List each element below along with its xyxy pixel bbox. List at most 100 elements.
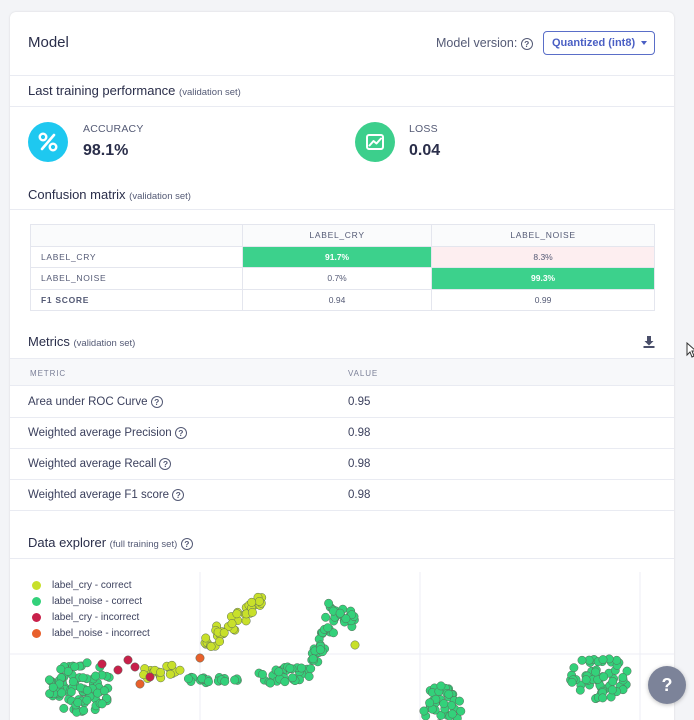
data-point[interactable] [258, 669, 267, 679]
data-point[interactable] [227, 619, 237, 629]
data-point[interactable] [456, 706, 466, 716]
data-point[interactable] [324, 598, 334, 608]
data-point[interactable] [622, 666, 632, 676]
data-point[interactable] [329, 628, 338, 638]
data-point[interactable] [254, 596, 264, 606]
data-point[interactable] [201, 633, 211, 643]
performance-subtitle: (validation set) [179, 87, 241, 98]
data-point[interactable] [599, 672, 609, 682]
data-point[interactable] [575, 685, 585, 695]
data-point[interactable] [56, 664, 66, 674]
data-point[interactable] [569, 663, 579, 673]
help-circle-icon[interactable]: ? [150, 396, 163, 408]
data-point[interactable] [66, 687, 76, 697]
data-point[interactable] [195, 653, 205, 663]
help-circle-icon[interactable]: ? [159, 458, 172, 470]
data-point[interactable] [247, 597, 257, 607]
data-point[interactable] [577, 655, 587, 665]
data-point[interactable] [204, 677, 213, 687]
data-point[interactable] [130, 662, 140, 672]
data-point[interactable] [63, 666, 73, 676]
data-point[interactable] [280, 677, 290, 687]
data-point[interactable] [70, 662, 80, 672]
data-point[interactable] [350, 640, 360, 650]
data-point[interactable] [591, 667, 601, 677]
data-point[interactable] [59, 703, 69, 713]
data-point[interactable] [175, 665, 185, 675]
data-point[interactable] [165, 669, 175, 679]
data-point[interactable] [306, 664, 316, 674]
data-point[interactable] [135, 679, 145, 689]
data-point[interactable] [288, 673, 297, 683]
confusion-title: Confusion matrix (validation set) [28, 187, 191, 202]
data-point[interactable] [567, 677, 577, 687]
data-point[interactable] [206, 642, 216, 651]
divider [10, 558, 674, 559]
model-version-select[interactable]: Quantized (int8) [543, 31, 655, 55]
data-point[interactable] [79, 706, 89, 715]
data-point[interactable] [581, 675, 591, 685]
data-point[interactable] [425, 698, 435, 708]
data-point[interactable] [308, 654, 318, 664]
help-button[interactable]: ? [648, 666, 686, 704]
data-point[interactable] [113, 665, 123, 675]
data-point[interactable] [598, 655, 608, 665]
data-point[interactable] [612, 655, 622, 665]
legend-item[interactable]: label_cry - correct [30, 580, 150, 596]
data-point[interactable] [247, 607, 257, 617]
data-point[interactable] [455, 696, 464, 706]
data-point[interactable] [607, 685, 617, 695]
data-point[interactable] [82, 685, 92, 695]
data-point[interactable] [73, 698, 83, 707]
data-point[interactable] [78, 673, 88, 683]
data-point[interactable] [123, 655, 133, 665]
data-point[interactable] [598, 693, 608, 703]
data-point[interactable] [48, 682, 58, 692]
data-point[interactable] [82, 658, 92, 668]
data-point[interactable] [91, 671, 101, 681]
data-point[interactable] [304, 672, 314, 681]
help-circle-icon[interactable]: ? [180, 537, 193, 550]
help-circle-icon[interactable]: ? [520, 37, 533, 50]
data-explorer-scatter-plot[interactable] [10, 572, 674, 720]
data-point[interactable] [82, 695, 92, 705]
data-point[interactable] [285, 663, 295, 673]
data-point[interactable] [145, 672, 155, 682]
data-point[interactable] [315, 645, 325, 655]
help-circle-icon[interactable]: ? [172, 489, 185, 501]
legend-swatch [32, 613, 41, 622]
data-point[interactable] [618, 673, 628, 682]
data-point[interactable] [97, 699, 107, 709]
data-point[interactable] [335, 608, 345, 618]
data-point[interactable] [44, 675, 54, 685]
data-point[interactable] [183, 674, 193, 684]
data-point[interactable] [230, 675, 240, 685]
data-point[interactable] [274, 667, 284, 677]
data-point[interactable] [436, 681, 446, 691]
data-point[interactable] [99, 686, 109, 696]
data-point[interactable] [220, 676, 230, 686]
data-point[interactable] [167, 660, 177, 670]
help-circle-icon[interactable]: ? [174, 427, 187, 439]
data-point[interactable] [447, 709, 457, 719]
data-point[interactable] [219, 628, 229, 638]
data-point[interactable] [439, 699, 449, 709]
data-point[interactable] [296, 663, 306, 673]
data-point[interactable] [419, 706, 429, 716]
download-icon[interactable] [642, 335, 656, 349]
data-point[interactable] [323, 623, 333, 633]
data-point[interactable] [608, 677, 618, 686]
data-point[interactable] [57, 688, 67, 698]
data-point[interactable] [97, 659, 107, 669]
data-point[interactable] [341, 614, 351, 624]
data-point[interactable] [321, 612, 331, 622]
data-point[interactable] [215, 637, 225, 646]
legend-item[interactable]: label_noise - correct [30, 596, 150, 612]
legend-item[interactable]: label_cry - incorrect [30, 612, 150, 628]
data-point[interactable] [232, 609, 242, 619]
data-point[interactable] [68, 677, 78, 687]
data-point[interactable] [265, 678, 275, 688]
data-point[interactable] [156, 667, 166, 677]
legend-item[interactable]: label_noise - incorrect [30, 628, 150, 644]
data-point[interactable] [444, 689, 454, 699]
